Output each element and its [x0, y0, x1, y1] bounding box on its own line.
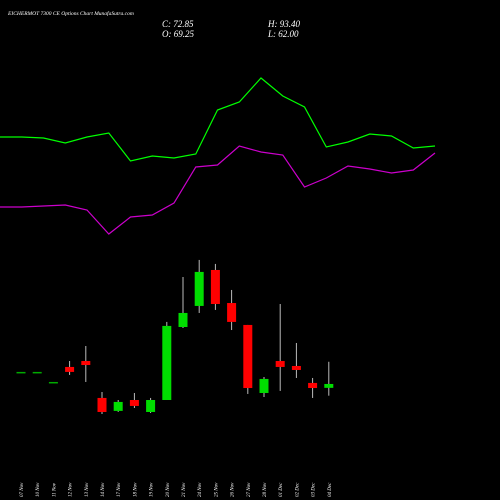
candle-body: [162, 325, 172, 400]
close-label: C: 72.85: [162, 19, 194, 29]
x-tick-label: 02 Dec: [295, 482, 300, 497]
x-tick-label: 19 Nov: [150, 482, 155, 497]
candle-body: [81, 361, 91, 366]
indicator-line: [0, 77, 436, 162]
x-tick-label: 03 Dec: [312, 482, 317, 497]
x-tick-label: 07 Nov: [20, 482, 25, 497]
candle-body: [275, 361, 285, 367]
chart-title: EICHERMOT 7300 CE Options Chart MunafaSu…: [7, 10, 134, 17]
candle-body: [129, 400, 139, 406]
candle-body: [48, 381, 58, 384]
x-tick-label: 04 Dec: [328, 482, 333, 497]
x-tick-label: 18 Nov: [133, 482, 138, 497]
x-tick-label: 20 Nov: [166, 482, 171, 497]
x-tick-label: 11 Nov: [52, 482, 57, 497]
indicator-line: [0, 145, 436, 235]
x-tick-label: 01 Dec: [279, 482, 284, 497]
candle-body: [324, 383, 334, 388]
candle-body: [194, 271, 204, 306]
x-tick-label: 27 Nov: [247, 482, 252, 497]
candle-body: [32, 371, 42, 374]
x-tick-label: 14 Nov: [101, 482, 106, 497]
x-tick-label: 12 Nov: [69, 482, 74, 497]
candle-body: [65, 366, 75, 372]
candle-body: [16, 371, 26, 374]
candle-body: [291, 365, 301, 370]
x-tick-label: 28 Nov: [263, 482, 268, 497]
x-tick-label: 25 Nov: [214, 482, 219, 497]
candle-body: [243, 324, 253, 389]
candle-body: [113, 401, 123, 411]
x-tick-label: 17 Nov: [117, 482, 122, 497]
x-tick-label: 10 Nov: [36, 482, 41, 497]
x-tick-label: 24 Nov: [198, 482, 203, 497]
candle-body: [308, 382, 318, 389]
high-label: H: 93.40: [267, 19, 300, 29]
x-tick-label: 13 Nov: [85, 482, 90, 497]
candle-body: [210, 269, 220, 304]
candle-body: [178, 312, 188, 327]
x-tick-label: 21 Nov: [182, 482, 187, 497]
candle-body: [97, 397, 107, 412]
candle-body: [259, 378, 269, 393]
candle-body: [227, 303, 237, 322]
x-tick-label: 26 Nov: [231, 482, 236, 497]
candle-body: [146, 400, 156, 412]
low-label: L: 62.00: [267, 29, 299, 39]
open-label: O: 69.25: [162, 29, 194, 39]
